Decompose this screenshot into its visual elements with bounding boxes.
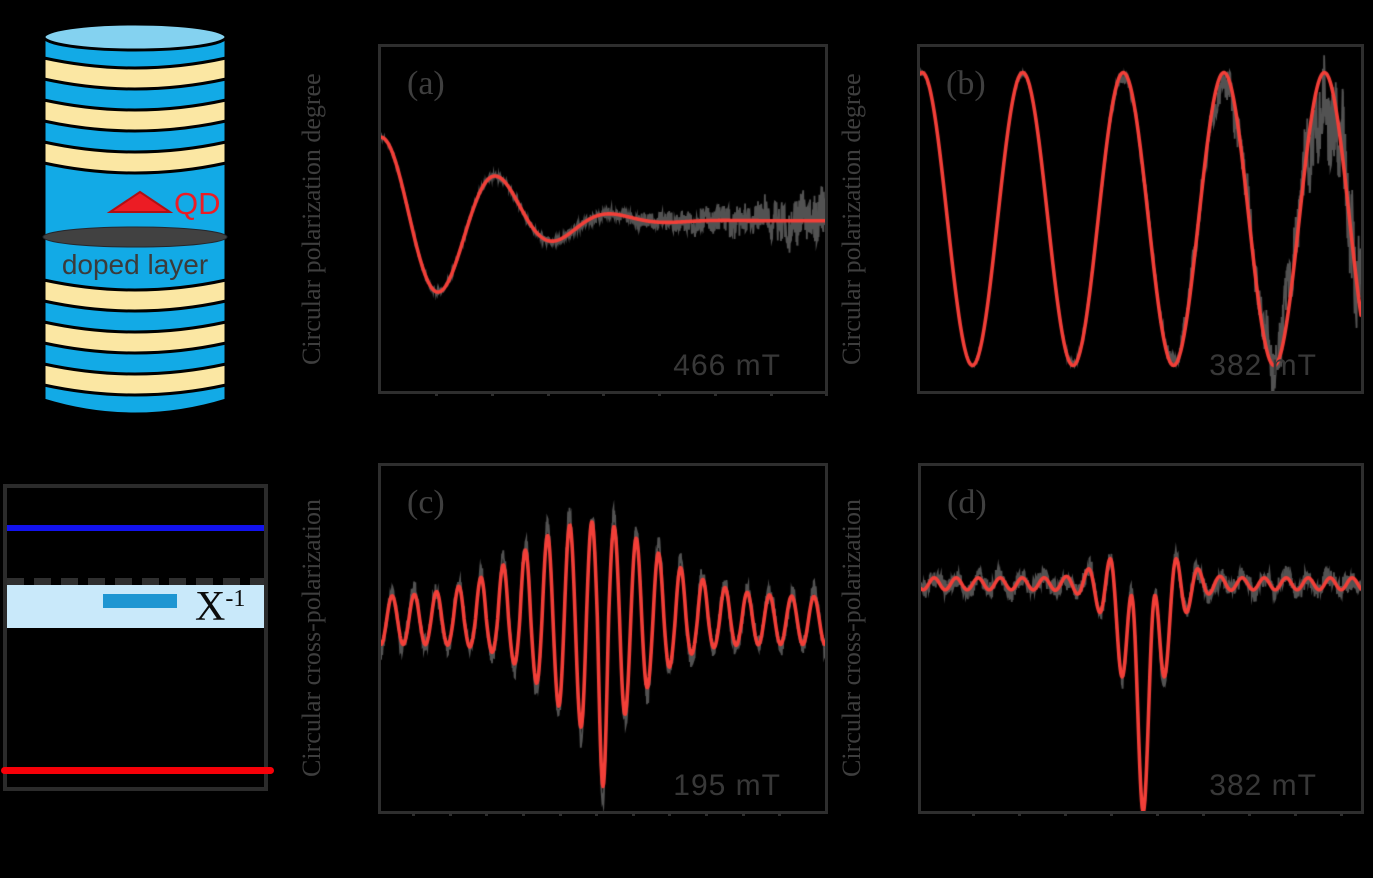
x-tick	[769, 391, 773, 396]
x-tick	[490, 391, 494, 396]
x-tick	[1293, 811, 1297, 816]
plot-canvas-c	[381, 466, 825, 811]
trion-inner-level	[103, 594, 177, 608]
panel-label-c: (c)	[407, 484, 445, 521]
x-tick	[595, 811, 599, 816]
ground-level-line	[1, 767, 274, 774]
x-axis-ticks-c	[381, 811, 825, 819]
x-tick	[485, 811, 489, 816]
x-tick	[1064, 811, 1067, 816]
micropillar-diagram: QD doped layer	[42, 22, 228, 414]
pillar-layer	[42, 362, 228, 397]
plot-panel-b: (b) 382 mT	[917, 44, 1364, 394]
doped-layer-ellipse	[42, 226, 228, 248]
x-tick	[1201, 811, 1205, 816]
x-tick	[1339, 811, 1343, 816]
qd-label: QD	[174, 186, 221, 221]
x-tick	[412, 811, 416, 816]
x-tick	[1247, 811, 1251, 816]
panel-label-a: (a)	[407, 65, 445, 102]
pillar-layer	[42, 278, 228, 313]
x-axis-ticks-a	[381, 391, 829, 399]
x-tick	[1018, 811, 1022, 816]
doped-layer-label: doped layer	[62, 249, 208, 280]
x-tick	[1155, 811, 1159, 816]
panel-label-b: (b)	[946, 65, 986, 102]
y-axis-label-b: Circular polarization degree	[837, 73, 866, 365]
pillar-layer	[42, 98, 228, 133]
x-tick	[705, 811, 709, 816]
pillar-layer	[42, 140, 228, 175]
pillar-body	[42, 35, 228, 414]
plot-canvas-a	[381, 47, 825, 391]
x-axis-ticks-d	[921, 811, 1361, 819]
x-tick	[741, 811, 745, 816]
panel-label-d: (d)	[947, 484, 987, 521]
x-axis-ticks-b	[920, 391, 1361, 399]
exciton-symbol: X	[195, 584, 226, 630]
x-tick	[668, 811, 672, 816]
plot-panel-d: (d) 382 mT	[918, 463, 1364, 816]
y-axis-label-c: Circular cross-polarization	[297, 499, 326, 778]
x-tick	[546, 391, 550, 396]
x-tick	[713, 391, 717, 396]
field-label-b: 382 mT	[1209, 349, 1317, 382]
y-axis-label-d: Circular cross-polarization	[837, 499, 866, 778]
energy-level-diagram: X-1	[1, 484, 274, 791]
field-label-c: 195 mT	[673, 769, 781, 802]
x-tick	[972, 811, 976, 816]
plot-canvas-d	[921, 466, 1361, 811]
pillar-layer	[42, 320, 228, 355]
y-axis-label-a: Circular polarization degree	[297, 73, 326, 365]
field-label-a: 466 mT	[673, 349, 781, 382]
x-tick	[658, 391, 662, 396]
plot-panel-c: (c) 195 mT	[378, 463, 828, 816]
x-tick	[825, 391, 829, 396]
x-tick	[521, 811, 525, 816]
exciton-superscript: -1	[225, 586, 246, 612]
plot-canvas-b	[920, 47, 1361, 391]
exciton-label: X-1	[195, 586, 245, 628]
plot-panel-a: (a) 466 mT	[378, 44, 829, 396]
qd-triangle	[106, 190, 174, 213]
dashed-level-line	[7, 578, 264, 585]
x-tick	[1109, 811, 1113, 816]
pillar-layer	[42, 56, 228, 91]
field-label-d: 382 mT	[1209, 769, 1317, 802]
upper-level-line	[7, 525, 264, 531]
pillar-top-cap	[42, 22, 228, 52]
x-tick	[631, 811, 635, 816]
x-tick	[435, 391, 439, 396]
x-tick	[602, 391, 606, 396]
x-tick	[778, 811, 782, 816]
x-tick	[448, 811, 452, 816]
x-tick	[558, 811, 562, 816]
